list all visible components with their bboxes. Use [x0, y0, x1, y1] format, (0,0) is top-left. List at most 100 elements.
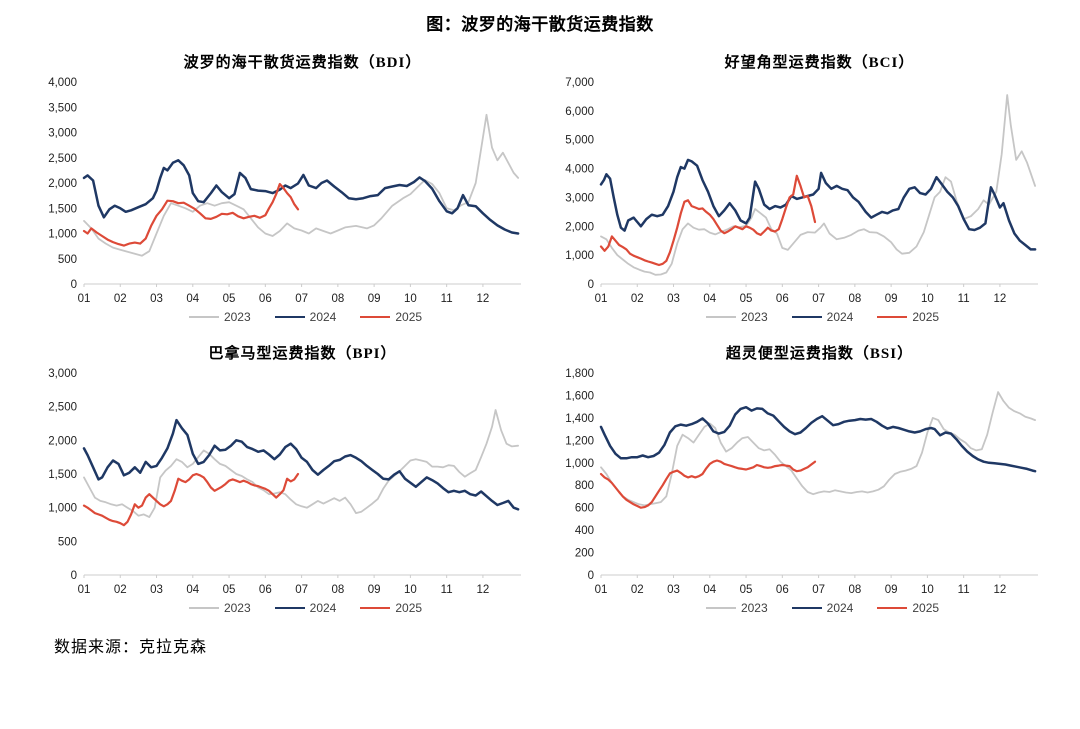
- svg-text:02: 02: [631, 584, 644, 596]
- legend-swatch-2024: [791, 316, 822, 318]
- svg-text:07: 07: [295, 293, 308, 305]
- chart-canvas: 0 500 1,000 1,500 2,000 2,500 3,000 01 02 03 04 05 0…: [48, 368, 521, 596]
- svg-text:11: 11: [441, 584, 453, 596]
- svg-text:2,000: 2,000: [48, 435, 77, 447]
- svg-text:11: 11: [958, 584, 970, 596]
- svg-text:2,000: 2,000: [565, 221, 594, 233]
- svg-text:3,000: 3,000: [48, 368, 77, 380]
- svg-text:600: 600: [575, 503, 594, 515]
- legend-bci: 2023 2024 2025: [591, 310, 1054, 324]
- legend-item-2023: 2023: [705, 310, 768, 324]
- svg-text:10: 10: [404, 584, 417, 596]
- svg-text:11: 11: [958, 293, 970, 305]
- legend-label-2025: 2025: [912, 601, 940, 615]
- svg-text:6,000: 6,000: [565, 106, 594, 118]
- svg-text:06: 06: [259, 293, 272, 305]
- legend-label-2024: 2024: [826, 601, 854, 615]
- legend-item-2024: 2024: [791, 601, 854, 615]
- svg-text:05: 05: [740, 584, 753, 596]
- svg-text:08: 08: [848, 584, 861, 596]
- legend-item-2024: 2024: [274, 310, 336, 324]
- svg-text:03: 03: [667, 584, 680, 596]
- svg-text:09: 09: [368, 293, 381, 305]
- legend-swatch-2025: [877, 316, 908, 318]
- chart-canvas: 0 1,000 2,000 3,000 4,000 5,000 6,000 7,000 01 02…: [565, 77, 1038, 305]
- legend-item-2025: 2025: [360, 601, 422, 615]
- plot-area-bci: 0 1,000 2,000 3,000 4,000 5,000 6,000 7,000 01 02…: [551, 74, 1054, 310]
- svg-text:3,500: 3,500: [48, 102, 77, 114]
- plot-area-bsi: 0 200 400 600 800 1,000 1,200 1,400 1,600 1,800 01…: [551, 365, 1054, 601]
- svg-text:4,000: 4,000: [565, 164, 594, 176]
- svg-text:03: 03: [667, 293, 680, 305]
- legend-item-2023: 2023: [188, 310, 251, 324]
- source-note: 数据来源：克拉克森: [54, 639, 208, 656]
- legend-swatch-2023: [705, 607, 736, 609]
- legend-item-2024: 2024: [791, 310, 854, 324]
- chart-title-bdi: 波罗的海干散货运费指数（BDI）: [183, 55, 422, 71]
- svg-text:11: 11: [441, 293, 453, 305]
- svg-text:06: 06: [776, 293, 789, 305]
- svg-text:07: 07: [812, 584, 825, 596]
- svg-text:2,500: 2,500: [48, 153, 77, 165]
- legend-item-2025: 2025: [877, 601, 939, 615]
- svg-text:04: 04: [186, 584, 199, 596]
- legend-label-2024: 2024: [826, 310, 854, 324]
- svg-text:500: 500: [58, 536, 77, 548]
- svg-text:0: 0: [71, 279, 77, 291]
- svg-text:01: 01: [595, 584, 608, 596]
- legend-label-2023: 2023: [740, 310, 768, 324]
- svg-text:3,000: 3,000: [565, 192, 594, 204]
- svg-text:1,600: 1,600: [565, 390, 594, 402]
- charts-grid: 波罗的海干散货运费指数（BDI） 0 500 1,000 1,500 2,000 2,50…: [0, 35, 1080, 617]
- legend-bdi: 2023 2024 2025: [74, 310, 537, 324]
- svg-text:09: 09: [368, 584, 381, 596]
- legend-item-2024: 2024: [274, 601, 337, 615]
- svg-text:500: 500: [58, 254, 77, 266]
- legend-bpi: 2023 2024 2025: [74, 601, 537, 615]
- legend-item-2025: 2025: [877, 310, 939, 324]
- svg-text:1,500: 1,500: [48, 203, 77, 215]
- legend-label-2024: 2024: [309, 601, 337, 615]
- svg-text:10: 10: [921, 584, 934, 596]
- svg-text:12: 12: [477, 293, 490, 305]
- svg-text:800: 800: [575, 480, 594, 492]
- svg-text:7,000: 7,000: [565, 77, 594, 89]
- svg-text:1,000: 1,000: [48, 503, 77, 515]
- svg-text:02: 02: [631, 293, 644, 305]
- svg-text:03: 03: [150, 584, 163, 596]
- legend-label-2025: 2025: [395, 601, 423, 615]
- svg-text:1,800: 1,800: [565, 368, 594, 380]
- svg-text:12: 12: [994, 584, 1007, 596]
- svg-text:02: 02: [114, 293, 127, 305]
- legend-item-2025: 2025: [360, 310, 422, 324]
- legend-label-2025: 2025: [395, 310, 423, 324]
- svg-text:02: 02: [114, 584, 127, 596]
- legend-label-2023: 2023: [223, 601, 251, 615]
- page-title: 图：波罗的海干散货运费指数: [426, 15, 654, 34]
- svg-text:06: 06: [259, 584, 272, 596]
- chart-bci: 好望角型运费指数（BCI） 0 1,000 2,000 3,000 4,000 5,000…: [551, 39, 1054, 326]
- legend-swatch-2024: [274, 607, 305, 609]
- svg-text:3,000: 3,000: [48, 128, 77, 140]
- svg-text:05: 05: [740, 293, 753, 305]
- chart-title-bsi: 超灵便型运费指数（BSI）: [725, 346, 914, 362]
- legend-swatch-2025: [360, 316, 391, 318]
- svg-text:03: 03: [150, 293, 163, 305]
- chart-canvas: 0 500 1,000 1,500 2,000 2,500 3,000 3,500 4,000 0…: [48, 77, 521, 305]
- chart-title-bci: 好望角型运费指数（BCI）: [724, 55, 915, 71]
- svg-text:05: 05: [223, 584, 236, 596]
- legend-bsi: 2023 2024 2025: [591, 601, 1054, 615]
- legend-swatch-2024: [791, 607, 822, 609]
- legend-swatch-2025: [877, 607, 908, 609]
- svg-text:10: 10: [921, 293, 934, 305]
- svg-text:1,200: 1,200: [565, 435, 594, 447]
- svg-text:0: 0: [71, 570, 77, 582]
- svg-text:01: 01: [595, 293, 608, 305]
- svg-text:06: 06: [776, 584, 789, 596]
- svg-text:09: 09: [885, 293, 898, 305]
- svg-text:5,000: 5,000: [565, 135, 594, 147]
- svg-text:08: 08: [331, 584, 344, 596]
- svg-text:1,000: 1,000: [565, 250, 594, 262]
- legend-swatch-2024: [274, 316, 305, 318]
